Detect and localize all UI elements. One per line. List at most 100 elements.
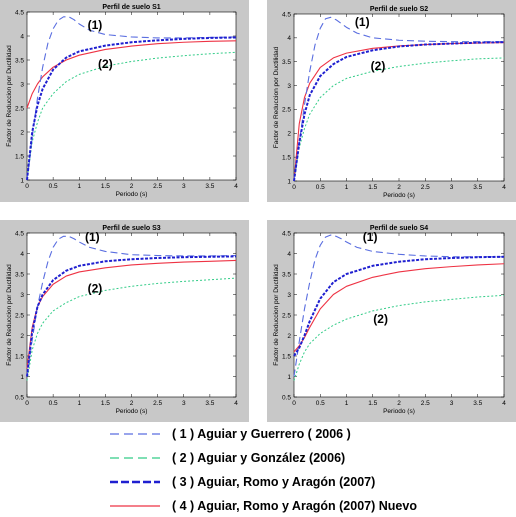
- panel-1: Perfil de suelo S1 0 0.5 1 1.5 2 2.5 3 3.5 4 1 1.5 2…: [0, 0, 249, 202]
- series-line-1: [26, 16, 237, 181]
- series-line-1: [293, 16, 504, 182]
- y-tick-label: 4.5: [282, 230, 291, 237]
- x-tick-label: 3.5: [473, 184, 482, 191]
- legend-label-1: ( 1 ) Aguiar y Guerrero ( 2006 ): [172, 427, 351, 441]
- x-tick-label: 0: [292, 184, 296, 191]
- y-axis-label: Factor de Reduccion por Ductilidad: [6, 45, 13, 147]
- y-tick-label: 1: [287, 178, 291, 185]
- curve-annotation-2: (2): [88, 281, 103, 295]
- x-tick-label: 1: [345, 184, 349, 191]
- y-tick-label: 4: [287, 35, 291, 42]
- y-tick-label: 2: [287, 333, 291, 340]
- series-line-3: [293, 41, 505, 182]
- x-tick-label: 2: [130, 400, 134, 407]
- series-line-4: [293, 263, 505, 353]
- y-tick-label: 3.5: [15, 57, 24, 64]
- y-tick-label: 2.5: [282, 107, 291, 114]
- series-line-4: [26, 40, 237, 109]
- series-line-1: [26, 235, 237, 377]
- x-tick-label: 1: [77, 183, 81, 190]
- x-tick-label: 1: [345, 400, 349, 407]
- legend-label-2: ( 2 ) Aguiar y González (2006): [172, 451, 345, 465]
- x-tick-label: 4: [502, 184, 506, 191]
- y-tick-label: 2: [20, 129, 24, 136]
- x-tick-label: 3: [450, 184, 454, 191]
- y-tick-label: 3: [287, 83, 291, 90]
- x-tick-label: 1: [77, 400, 81, 407]
- x-tick-label: 0: [25, 400, 29, 407]
- y-tick-label: 1.5: [15, 153, 24, 160]
- x-tick-label: 4: [234, 400, 238, 407]
- y-tick-label: 4: [20, 33, 24, 40]
- x-axis-label: Periodo (s): [116, 191, 148, 198]
- y-tick-label: 1: [287, 374, 291, 381]
- y-tick-label: 3: [287, 292, 291, 299]
- series-line-2: [293, 57, 505, 182]
- y-axis-label: Factor de Reduccion por Ductilidad: [273, 46, 280, 148]
- panel-title: Perfil de suelo S3: [102, 225, 160, 232]
- x-tick-label: 4: [502, 400, 506, 407]
- x-tick-label: 1.5: [101, 400, 110, 407]
- y-tick-label: 2.5: [15, 105, 24, 112]
- curve-annotation-1: (1): [85, 230, 100, 244]
- x-tick-label: 2: [130, 183, 134, 190]
- x-tick-label: 0.5: [316, 184, 325, 191]
- x-tick-label: 2: [397, 400, 401, 407]
- y-tick-label: 1.5: [15, 353, 24, 360]
- curve-annotation-2: (2): [373, 312, 388, 326]
- x-tick-label: 3: [182, 183, 186, 190]
- panel-title: Perfil de suelo S4: [370, 225, 428, 232]
- legend: ( 1 ) Aguiar y Guerrero ( 2006 ) ( 2 ) Ag…: [110, 427, 417, 513]
- x-tick-label: 0.5: [49, 400, 58, 407]
- x-tick-label: 2.5: [153, 183, 162, 190]
- series-line-2: [26, 277, 237, 381]
- x-tick-label: 3: [450, 400, 454, 407]
- y-tick-label: 2: [20, 333, 24, 340]
- x-tick-label: 0.5: [49, 183, 58, 190]
- x-tick-label: 3.5: [205, 400, 214, 407]
- series-line-2: [26, 51, 237, 181]
- curve-annotation-2: (2): [98, 57, 113, 71]
- x-tick-label: 2: [397, 184, 401, 191]
- y-tick-label: 2.5: [282, 312, 291, 319]
- legend-label-3: ( 3 ) Aguiar, Romo y Aragón (2007): [172, 475, 375, 489]
- x-axis-label: Periodo (s): [116, 408, 148, 415]
- x-axis-label: Periodo (s): [383, 192, 415, 199]
- plot-area: [26, 11, 237, 181]
- y-tick-label: 4: [20, 251, 24, 258]
- x-tick-label: 1.5: [101, 183, 110, 190]
- x-tick-label: 3.5: [473, 400, 482, 407]
- y-tick-label: 3.5: [15, 271, 24, 278]
- series-line-3: [293, 255, 505, 357]
- series-line-3: [26, 36, 237, 181]
- y-tick-label: 0.5: [282, 394, 291, 401]
- y-tick-label: 3: [20, 81, 24, 88]
- y-axis-label: Factor de Reduccion por Ductilidad: [6, 264, 13, 366]
- panel-title: Perfil de suelo S2: [370, 6, 428, 13]
- y-tick-label: 1.5: [282, 353, 291, 360]
- y-tick-label: 4.5: [15, 9, 24, 16]
- panel-title: Perfil de suelo S1: [102, 4, 160, 11]
- panel-3: Perfil de suelo S30 0.5 1 1.5 2 2.5 3 3.5 40.511…: [0, 220, 249, 422]
- y-tick-label: 0.5: [15, 394, 24, 401]
- x-tick-label: 1.5: [368, 184, 377, 191]
- y-tick-label: 2.5: [15, 312, 24, 319]
- y-tick-label: 3.5: [282, 271, 291, 278]
- x-tick-label: 0: [25, 183, 29, 190]
- y-tick-label: 4: [287, 251, 291, 258]
- panel-2: Perfil de suelo S2 0 0.5 1 1.5 2 2.5 3 3.5 4 1 1.5 2…: [267, 0, 516, 202]
- y-tick-label: 3: [20, 292, 24, 299]
- y-tick-label: 4.5: [282, 11, 291, 18]
- x-axis-label: Periodo (s): [383, 408, 415, 415]
- y-tick-label: 1.5: [282, 154, 291, 161]
- plot-area: [293, 13, 505, 182]
- x-tick-label: 2.5: [153, 400, 162, 407]
- x-tick-label: 0: [292, 400, 296, 407]
- curve-annotation-1: (1): [355, 15, 370, 29]
- legend-label-4: ( 4 ) Aguiar, Romo y Aragón (2007) Nuevo: [172, 499, 417, 513]
- y-axis-label: Factor de Reduccion por Ductilidad: [273, 264, 280, 366]
- x-tick-label: 4: [234, 183, 238, 190]
- panel-4: Perfil de suelo S40 0.5 1 1.5 2 2.5 3 3.5 40.511…: [267, 220, 516, 422]
- x-tick-label: 3.5: [205, 183, 214, 190]
